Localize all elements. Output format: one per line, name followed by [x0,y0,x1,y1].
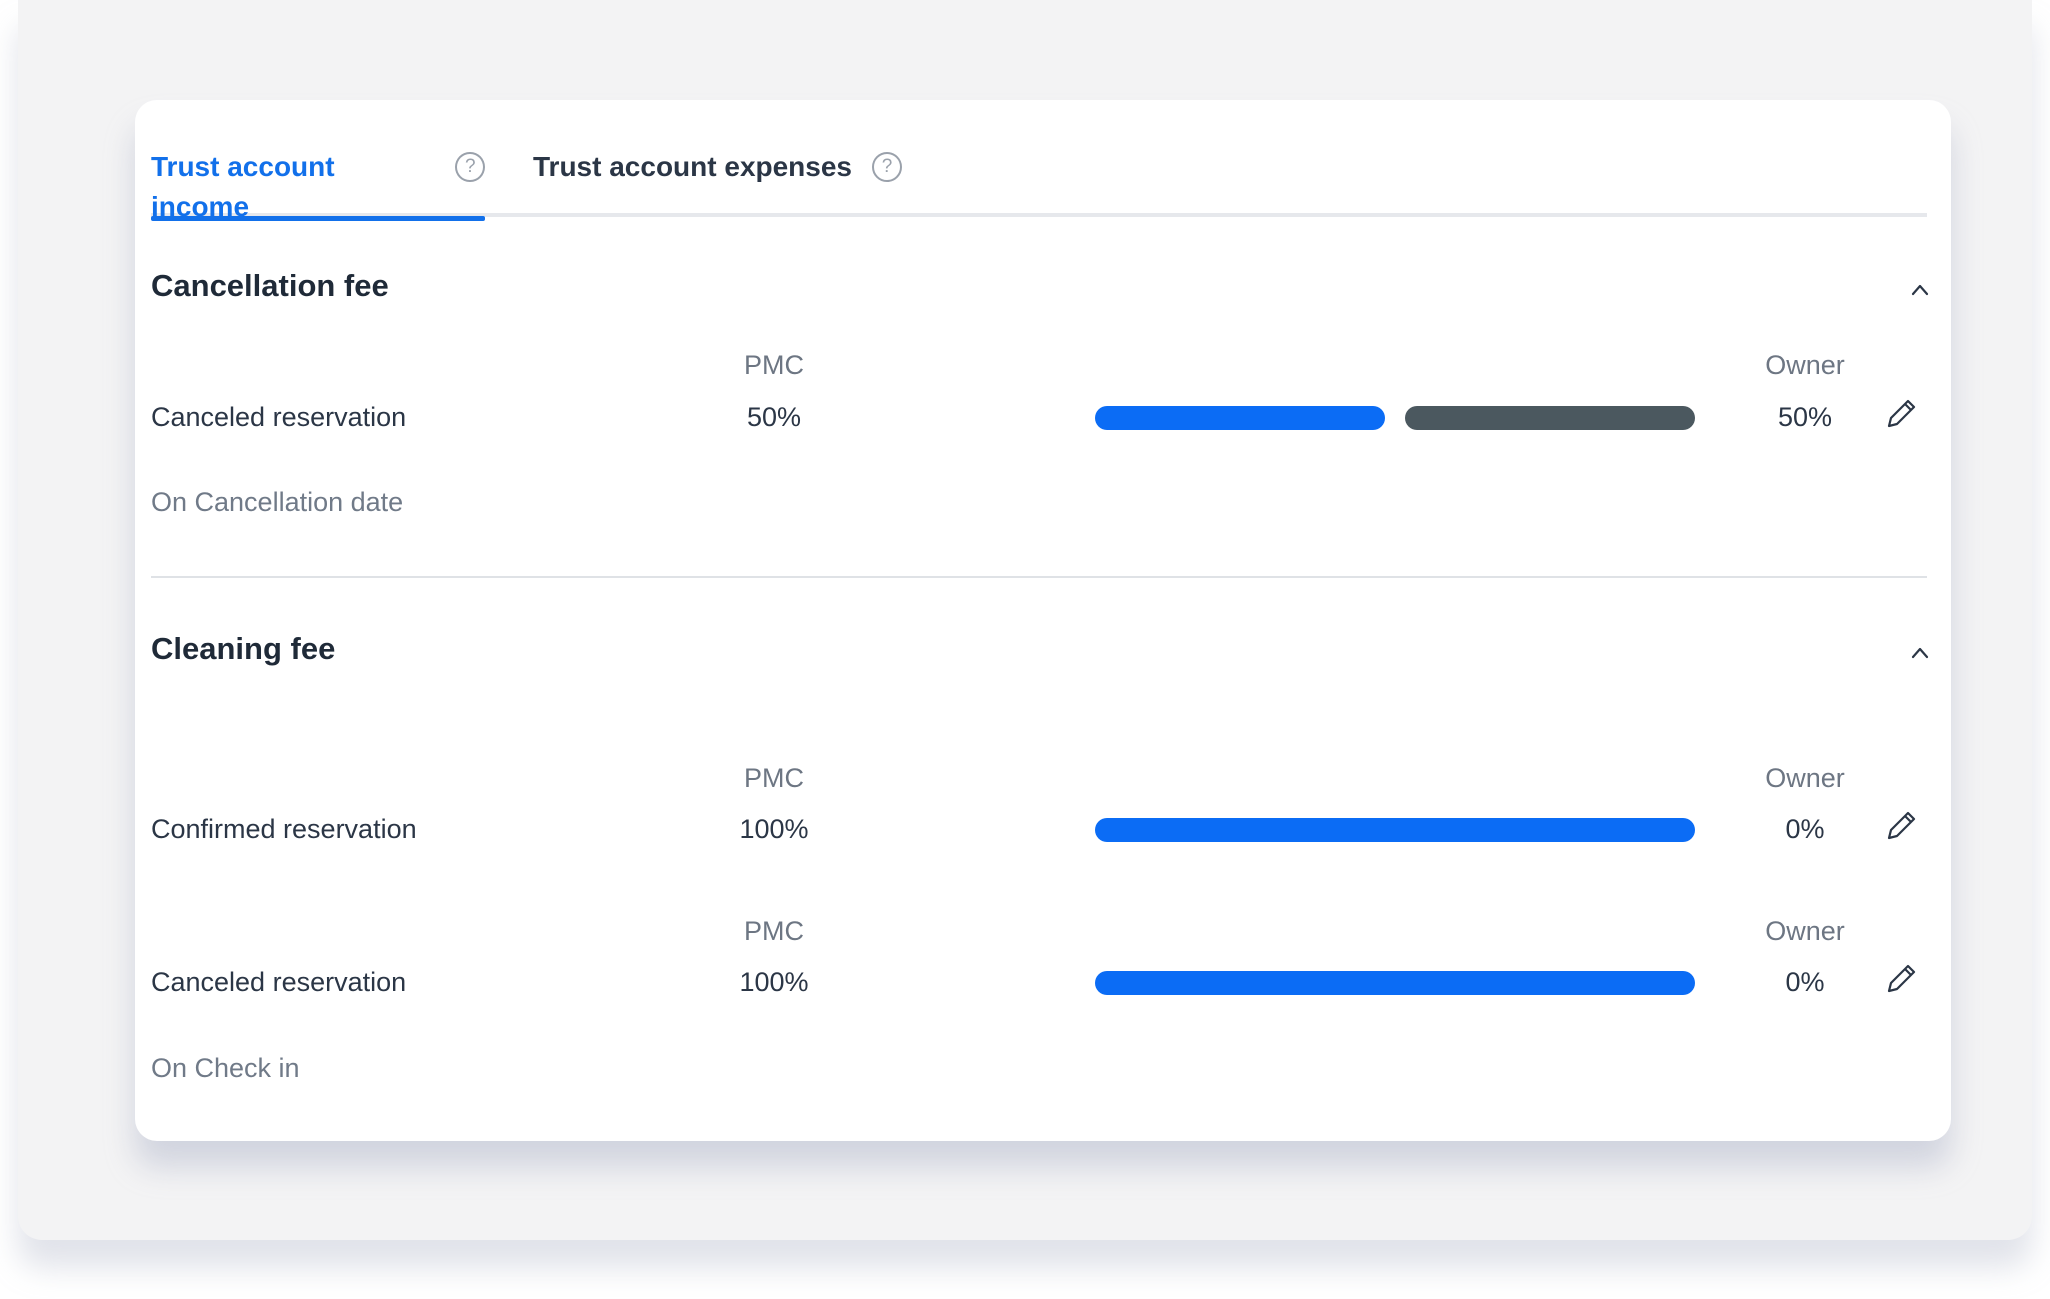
chevron-up-icon[interactable] [1910,643,1930,663]
split-bar [1095,818,1695,842]
split-rules-card: Trust account income ? Trust account exp… [135,100,1951,1141]
owner-column-header: Owner [1765,916,1845,946]
tab-trust-account-expenses[interactable]: Trust account expenses ? [533,147,933,217]
tab-label: Trust account expenses [533,151,853,182]
pmc-percentage: 100% [739,814,809,844]
page-background: Trust account income ? Trust account exp… [18,0,2032,1240]
help-icon[interactable]: ? [455,152,485,182]
pencil-icon[interactable] [1883,396,1919,432]
row-label-confirmed-reservation: Confirmed reservation [151,814,417,844]
pmc-column-header: PMC [744,916,804,946]
owner-percentage: 0% [1785,814,1825,844]
section-title-cleaning-fee: Cleaning fee [151,631,336,666]
tab-bar: Trust account income ? Trust account exp… [151,100,1927,222]
pmc-column-header: PMC [744,763,804,793]
split-bar [1095,971,1695,995]
pencil-icon[interactable] [1883,808,1919,844]
pmc-percentage: 50% [746,402,802,432]
help-icon[interactable]: ? [872,152,903,182]
pmc-column-header: PMC [744,350,804,380]
row-label-canceled-reservation: Canceled reservation [151,967,407,997]
row-label-canceled-reservation: Canceled reservation [151,402,407,432]
timing-label: On Cancellation date [151,487,404,517]
owner-percentage: 0% [1785,967,1825,997]
pmc-share-bar [1095,406,1385,430]
section-title-cancellation-fee: Cancellation fee [151,268,389,303]
owner-column-header: Owner [1765,350,1845,380]
tab-trust-account-income[interactable]: Trust account income ? [151,147,485,222]
split-bar [1095,406,1695,430]
section-divider [151,576,1927,578]
pmc-share-bar [1095,971,1695,995]
tab-label: Trust account income [151,151,335,222]
pencil-icon[interactable] [1883,961,1919,997]
chevron-up-icon[interactable] [1910,280,1930,300]
owner-column-header: Owner [1765,763,1845,793]
pmc-share-bar [1095,818,1695,842]
owner-percentage: 50% [1777,402,1833,432]
pmc-percentage: 100% [739,967,809,997]
owner-share-bar [1405,406,1695,430]
timing-label: On Check in [151,1053,300,1083]
